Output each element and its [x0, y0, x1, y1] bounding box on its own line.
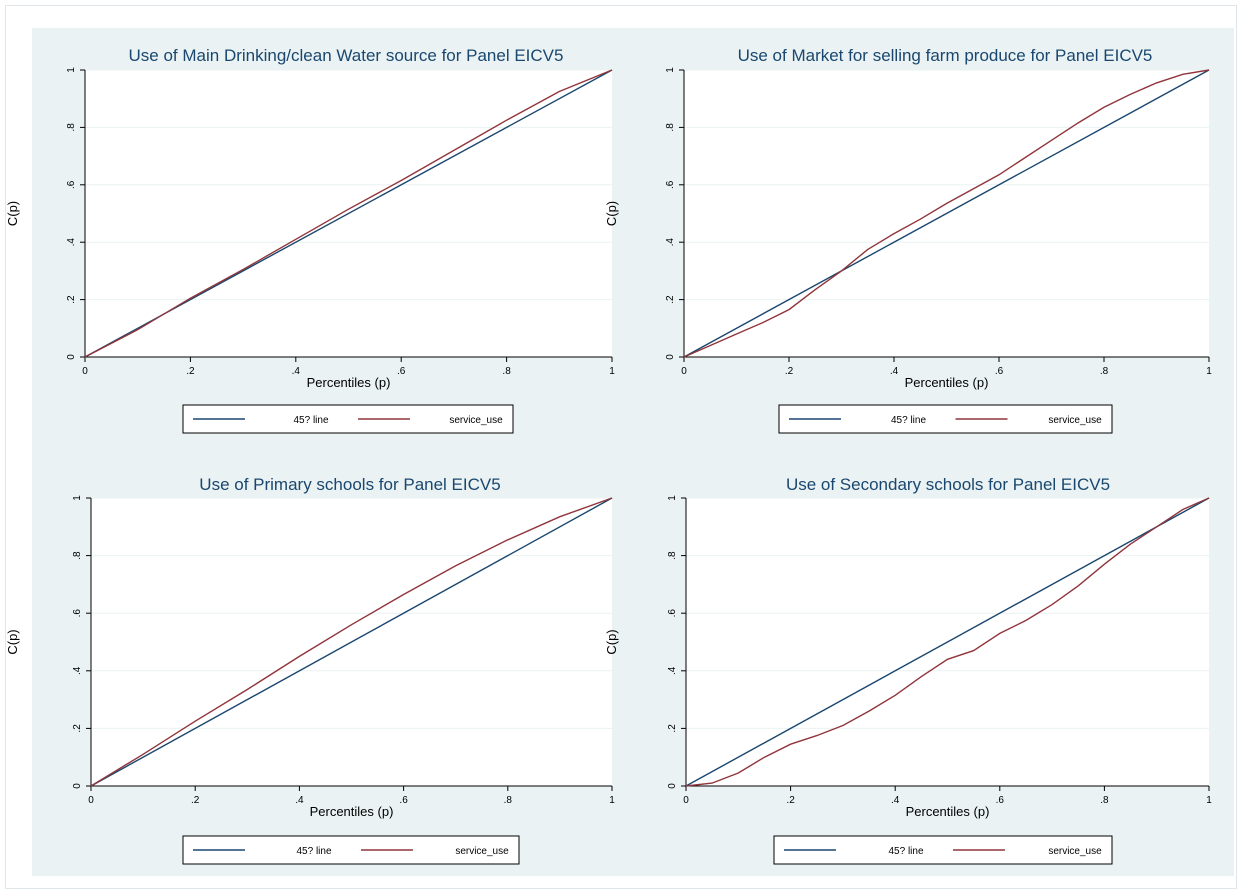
legend: 45? line service_use	[778, 404, 1113, 434]
x-tick-label: .4	[295, 795, 304, 806]
chart-panel-4: 0 .2 .4 .6 .8 1 0 .2 .4 .6 .8 1 Use of Secondary sch…	[604, 475, 1212, 865]
x-tick-label: .6	[399, 795, 408, 806]
x-tick-label: 1	[1206, 366, 1212, 377]
legend-label: service_use	[1048, 415, 1102, 426]
y-tick-label: .2	[72, 724, 83, 733]
y-tick-label: .6	[667, 609, 678, 618]
x-tick-label: .2	[191, 795, 200, 806]
x-tick-label: .8	[504, 795, 513, 806]
y-tick-label: 1	[72, 495, 83, 501]
legend-label: service_use	[1048, 846, 1102, 857]
series-line-service-use	[90, 497, 613, 787]
y-tick-label: .2	[665, 295, 676, 304]
chart-title: Use of Main Drinking/clean Water source …	[129, 46, 564, 65]
y-tick-label: .6	[72, 609, 83, 618]
y-tick-label: 1	[667, 495, 678, 501]
y-axis-title: C(p)	[5, 201, 20, 226]
y-tick-label: 0	[66, 354, 77, 360]
x-tick-label: .8	[1100, 795, 1109, 806]
x-axis-title: Percentiles (p)	[307, 375, 391, 390]
series-line-service-use	[683, 69, 1210, 358]
legend-label: service_use	[449, 415, 503, 426]
y-tick-label: 0	[667, 783, 678, 789]
y-tick-label: .2	[66, 295, 77, 304]
series-line-45-line	[90, 497, 613, 787]
y-tick-label: .2	[667, 724, 678, 733]
y-tick-label: .4	[72, 666, 83, 675]
y-axis-title: C(p)	[604, 629, 619, 654]
x-tick-label: 1	[1206, 795, 1212, 806]
x-tick-label: 0	[681, 366, 687, 377]
chart-title: Use of Primary schools for Panel EICV5	[199, 475, 500, 494]
legend: 45? line service_use	[182, 404, 514, 434]
x-tick-label: 1	[609, 366, 615, 377]
x-tick-label: 0	[683, 795, 689, 806]
x-tick-label: .4	[292, 366, 301, 377]
y-axis-title: C(p)	[5, 629, 20, 654]
y-tick-label: .8	[66, 123, 77, 132]
x-tick-label: 0	[88, 795, 94, 806]
legend: 45? line service_use	[773, 835, 1113, 865]
chart-panel-1: 0 .2 .4 .6 .8 1 0 .2 .4 .6 .8 1 Use of Main Drinking…	[5, 46, 615, 434]
x-tick-label: 0	[82, 366, 88, 377]
x-axis-title: Percentiles (p)	[906, 804, 990, 819]
y-tick-label: .8	[72, 551, 83, 560]
series-line-45-line	[683, 69, 1210, 358]
legend-label: 45? line	[891, 415, 926, 426]
x-tick-label: .8	[1100, 366, 1109, 377]
x-tick-label: .6	[397, 366, 406, 377]
y-tick-label: .8	[665, 123, 676, 132]
y-tick-label: .6	[66, 180, 77, 189]
y-tick-label: 1	[66, 67, 77, 73]
y-tick-label: .4	[667, 666, 678, 675]
series-line-45-line	[685, 497, 1210, 787]
x-tick-label: 1	[609, 795, 615, 806]
x-tick-label: .2	[186, 366, 195, 377]
y-tick-label: 0	[665, 354, 676, 360]
y-tick-label: .4	[66, 238, 77, 247]
y-axis-title: C(p)	[604, 201, 619, 226]
chart-title: Use of Secondary schools for Panel EICV5	[786, 475, 1110, 494]
x-tick-label: .2	[786, 795, 795, 806]
y-tick-label: 0	[72, 783, 83, 789]
series-line-service-use	[685, 497, 1210, 787]
legend-label: 45? line	[888, 846, 923, 857]
x-tick-label: .4	[890, 366, 899, 377]
chart-panel-2: 0 .2 .4 .6 .8 1 0 .2 .4 .6 .8 1 Use of Market for se…	[604, 46, 1212, 434]
x-tick-label: .4	[891, 795, 900, 806]
legend-label: 45? line	[293, 415, 328, 426]
y-tick-label: 1	[665, 67, 676, 73]
x-tick-label: .8	[502, 366, 511, 377]
x-axis-title: Percentiles (p)	[310, 804, 394, 819]
x-tick-label: .6	[995, 366, 1004, 377]
chart-title: Use of Market for selling farm produce f…	[738, 46, 1153, 65]
series-line-service-use	[84, 69, 613, 358]
y-tick-label: .8	[667, 551, 678, 560]
x-tick-label: .6	[996, 795, 1005, 806]
x-axis-title: Percentiles (p)	[905, 375, 989, 390]
y-tick-label: .4	[665, 238, 676, 247]
x-tick-label: .2	[785, 366, 794, 377]
y-tick-label: .6	[665, 180, 676, 189]
legend-label: 45? line	[296, 846, 331, 857]
legend-box	[182, 835, 520, 865]
chart-panel-3: 0 .2 .4 .6 .8 1 0 .2 .4 .6 .8 1 Use of Primary schoo…	[5, 475, 615, 865]
legend-label: service_use	[455, 846, 509, 857]
legend: 45? line service_use	[182, 835, 520, 865]
figure-frame	[5, 5, 1237, 889]
